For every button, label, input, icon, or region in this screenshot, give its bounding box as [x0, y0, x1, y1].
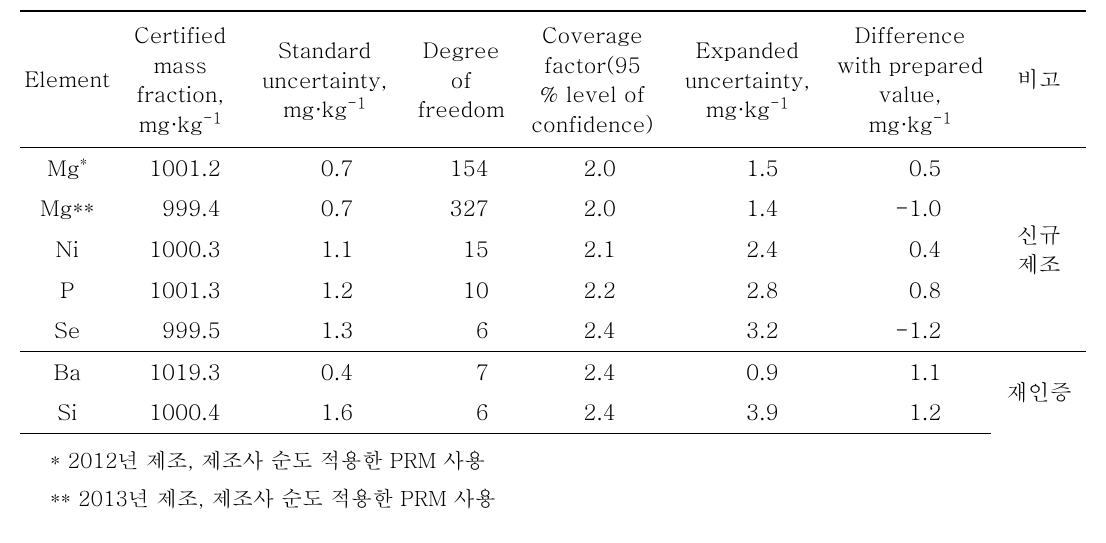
cell-element: Ni [20, 229, 115, 270]
cell-diff: 0.5 [829, 147, 992, 188]
cell-std: 1.6 [246, 392, 404, 433]
cell-diff: -1.2 [829, 310, 992, 351]
cell-dof: 7 [403, 351, 519, 392]
table-row: Si 1000.4 1.6 6 2.4 3.9 1.2 [20, 392, 1086, 433]
table-header-row: Element Certified mass fraction, mg·kg-1… [20, 11, 1086, 147]
cell-certified: 1000.3 [115, 229, 246, 270]
footnotes: * 2012년 제조, 제조사 순도 적용한 PRM 사용 ** 2013년 제… [20, 444, 1086, 512]
cell-diff: 1.1 [829, 351, 992, 392]
table-row: Mg** 999.4 0.7 327 2.0 1.4 -1.0 [20, 188, 1086, 229]
header-expanded: Expanded uncertainty, mg·kg-1 [666, 11, 829, 147]
cell-std: 1.3 [246, 310, 404, 351]
cell-element: Si [20, 392, 115, 433]
cell-coverage: 2.4 [519, 351, 666, 392]
cell-certified: 1001.3 [115, 270, 246, 311]
header-element: Element [20, 11, 115, 147]
cell-certified: 999.5 [115, 310, 246, 351]
cell-remark-group1: 신규 제조 [991, 147, 1086, 351]
cell-element: P [20, 270, 115, 311]
cell-diff: 0.4 [829, 229, 992, 270]
table-row: Ba 1019.3 0.4 7 2.4 0.9 1.1 재인증 [20, 351, 1086, 392]
cell-std: 0.7 [246, 147, 404, 188]
header-remark: 비고 [991, 11, 1086, 147]
cell-dof: 6 [403, 392, 519, 433]
cell-coverage: 2.0 [519, 188, 666, 229]
table-row: Se 999.5 1.3 6 2.4 3.2 -1.2 [20, 310, 1086, 351]
cell-coverage: 2.4 [519, 310, 666, 351]
cell-certified: 1001.2 [115, 147, 246, 188]
cell-certified: 1019.3 [115, 351, 246, 392]
header-coverage: Coverage factor(95 % level of confidence… [519, 11, 666, 147]
footnote-2: ** 2013년 제조, 제조사 순도 적용한 PRM 사용 [50, 482, 1086, 512]
table-row: P 1001.3 1.2 10 2.2 2.8 0.8 [20, 270, 1086, 311]
header-dof: Degree of freedom [403, 11, 519, 147]
cell-std: 1.1 [246, 229, 404, 270]
cell-coverage: 2.0 [519, 147, 666, 188]
cell-diff: 1.2 [829, 392, 992, 433]
cell-diff: 0.8 [829, 270, 992, 311]
cell-element: Se [20, 310, 115, 351]
cell-expanded: 1.4 [666, 188, 829, 229]
cell-std: 0.7 [246, 188, 404, 229]
cell-element: Mg** [20, 188, 115, 229]
cell-expanded: 2.8 [666, 270, 829, 311]
cell-expanded: 1.5 [666, 147, 829, 188]
cell-std: 1.2 [246, 270, 404, 311]
header-certified: Certified mass fraction, mg·kg-1 [115, 11, 246, 147]
cell-dof: 327 [403, 188, 519, 229]
cell-certified: 999.4 [115, 188, 246, 229]
cell-element: Ba [20, 351, 115, 392]
header-difference: Difference with prepared value, mg·kg-1 [829, 11, 992, 147]
cell-coverage: 2.2 [519, 270, 666, 311]
cell-remark-group2: 재인증 [991, 351, 1086, 433]
table-row: Ni 1000.3 1.1 15 2.1 2.4 0.4 [20, 229, 1086, 270]
cell-dof: 6 [403, 310, 519, 351]
footnote-1: * 2012년 제조, 제조사 순도 적용한 PRM 사용 [50, 444, 1086, 474]
cell-certified: 1000.4 [115, 392, 246, 433]
cell-expanded: 0.9 [666, 351, 829, 392]
cell-std: 0.4 [246, 351, 404, 392]
cell-element: Mg* [20, 147, 115, 188]
cell-coverage: 2.4 [519, 392, 666, 433]
cell-expanded: 3.9 [666, 392, 829, 433]
header-std-uncertainty: Standard uncertainty, mg·kg-1 [246, 11, 404, 147]
cell-expanded: 3.2 [666, 310, 829, 351]
cell-dof: 15 [403, 229, 519, 270]
cell-dof: 10 [403, 270, 519, 311]
cell-dof: 154 [403, 147, 519, 188]
cell-diff: -1.0 [829, 188, 992, 229]
cell-expanded: 2.4 [666, 229, 829, 270]
cell-coverage: 2.1 [519, 229, 666, 270]
table-row: Mg* 1001.2 0.7 154 2.0 1.5 0.5 신규 제조 [20, 147, 1086, 188]
data-table: Element Certified mass fraction, mg·kg-1… [20, 10, 1086, 434]
